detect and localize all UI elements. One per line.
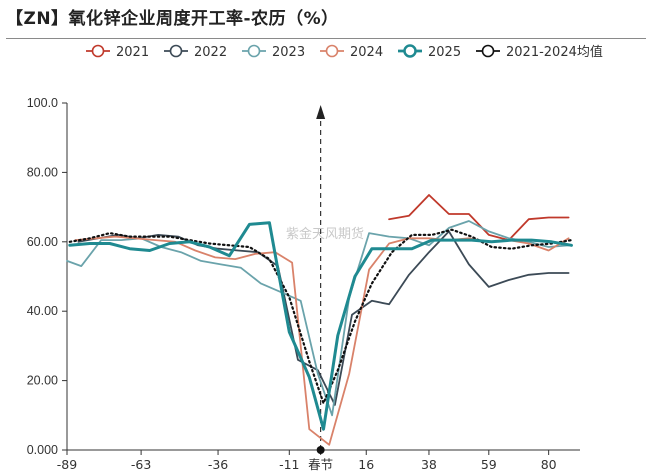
series-2021-2024均值 (68, 228, 573, 405)
y-tick-label: 100.0 (27, 96, 58, 110)
title-divider (6, 38, 646, 39)
series-2025 (68, 221, 573, 431)
legend-label: 2022 (194, 45, 227, 60)
legend-swatch-marker (481, 44, 495, 58)
legend-label: 2025 (428, 45, 461, 60)
legend-swatch-marker (91, 44, 105, 58)
legend-swatch-marker (403, 44, 417, 58)
legend-label: 2024 (350, 45, 383, 60)
series-layer (66, 194, 573, 446)
y-tick-label: 80.00 (27, 165, 58, 179)
y-tick-label: 60.00 (27, 235, 58, 249)
series-line (74, 235, 570, 446)
legend-swatch-marker (325, 44, 339, 58)
series-line (77, 230, 570, 406)
x-tick-label: 春节 (308, 457, 333, 472)
series-2024 (74, 235, 570, 446)
x-tick-label: 59 (481, 457, 497, 472)
y-tick-label: 40.00 (27, 304, 58, 318)
x-tick-label: 16 (358, 457, 374, 472)
series-2022 (77, 230, 570, 406)
legend-item-2025: 2025 (398, 44, 461, 60)
legend-item-2021: 2021 (86, 44, 149, 60)
series-2023 (66, 220, 570, 417)
series-line (68, 221, 573, 431)
x-tick-label: 80 (541, 457, 557, 472)
x-tick-label: -36 (208, 457, 228, 472)
watermark-layer: 紫金天风期货 (286, 226, 364, 242)
spring-festival-dot (316, 446, 325, 454)
chart-axes: 0.000 20.00 40.00 60.00 80.00 100.0 -89 -63 -36 -… (27, 96, 580, 472)
x-tick-label: -89 (57, 457, 77, 472)
legend-label: 2023 (272, 45, 305, 60)
y-tick-label: 0.000 (27, 443, 58, 457)
legend-item-2023: 2023 (242, 44, 305, 60)
series-line (68, 228, 573, 405)
x-tick-label: -63 (131, 457, 151, 472)
legend-label: 2021-2024均值 (506, 44, 603, 60)
x-tick-label: -11 (279, 457, 299, 472)
legend-item-2021-2024均值: 2021-2024均值 (476, 44, 603, 60)
y-tick-label: 20.00 (27, 374, 58, 388)
legend-swatch-marker (247, 44, 261, 58)
legend-label: 2021 (116, 45, 149, 60)
chart-title: 【ZN】氧化锌企业周度开工率-农历（%） (6, 9, 339, 29)
chart-legend: 2021 2022 2023 2024 2025 2021-2024均值 (86, 44, 603, 60)
legend-swatch-marker (169, 44, 183, 58)
spring-festival-arrowhead (316, 105, 326, 119)
x-tick-label: 38 (421, 457, 437, 472)
watermark-text: 紫金天风期货 (286, 226, 364, 242)
series-line (66, 220, 570, 417)
legend-item-2022: 2022 (164, 44, 227, 60)
series-2021 (388, 194, 570, 242)
series-line (388, 194, 570, 242)
legend-item-2024: 2024 (320, 44, 383, 60)
